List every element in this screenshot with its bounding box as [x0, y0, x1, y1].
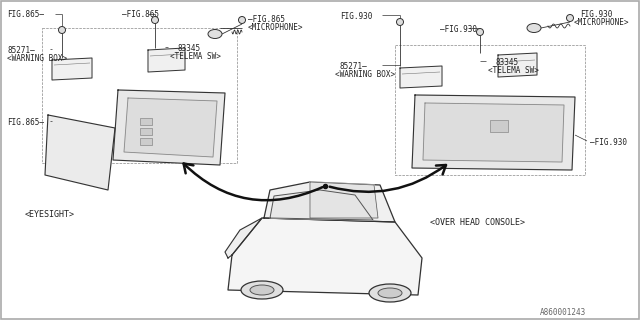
- Bar: [140, 118, 152, 125]
- Polygon shape: [423, 103, 564, 162]
- Ellipse shape: [208, 29, 222, 38]
- Text: FIG.865—: FIG.865—: [7, 118, 44, 127]
- Ellipse shape: [527, 23, 541, 33]
- Polygon shape: [400, 66, 442, 88]
- Circle shape: [397, 19, 403, 26]
- Text: <MICROPHONE>: <MICROPHONE>: [248, 23, 303, 32]
- Circle shape: [152, 17, 159, 23]
- FancyArrowPatch shape: [184, 164, 323, 200]
- Bar: [140, 138, 152, 145]
- Bar: [395, 45, 585, 175]
- Bar: [490, 120, 508, 132]
- Bar: [42, 28, 237, 163]
- Text: A860001243: A860001243: [540, 308, 586, 317]
- Polygon shape: [228, 218, 422, 295]
- Text: <MICROPHONE>: <MICROPHONE>: [574, 18, 630, 27]
- Text: <TELEMA SW>: <TELEMA SW>: [170, 52, 221, 61]
- Text: —FIG.930: —FIG.930: [440, 25, 477, 34]
- Polygon shape: [113, 90, 225, 165]
- Text: —FIG.865: —FIG.865: [122, 10, 159, 19]
- Text: 85271—: 85271—: [7, 46, 35, 55]
- Text: 83345: 83345: [178, 44, 201, 53]
- Circle shape: [477, 28, 483, 36]
- Text: 85271—: 85271—: [340, 62, 368, 71]
- Text: <EYESIGHT>: <EYESIGHT>: [25, 210, 75, 219]
- Text: <OVER HEAD CONSOLE>: <OVER HEAD CONSOLE>: [430, 218, 525, 227]
- Text: FIG.865—: FIG.865—: [7, 10, 44, 19]
- Polygon shape: [270, 190, 373, 220]
- Polygon shape: [148, 48, 185, 72]
- Circle shape: [58, 27, 65, 34]
- Polygon shape: [52, 58, 92, 80]
- Ellipse shape: [378, 288, 402, 298]
- Ellipse shape: [369, 284, 411, 302]
- Ellipse shape: [250, 285, 274, 295]
- Polygon shape: [45, 115, 115, 190]
- Polygon shape: [412, 95, 575, 170]
- Text: <WARNING BOX>: <WARNING BOX>: [7, 54, 67, 63]
- Text: FIG.930: FIG.930: [580, 10, 612, 19]
- Text: <TELEMA SW>: <TELEMA SW>: [488, 66, 539, 75]
- Polygon shape: [498, 53, 537, 77]
- Circle shape: [566, 14, 573, 21]
- Text: —FIG.865: —FIG.865: [248, 15, 285, 24]
- Text: <WARNING BOX>: <WARNING BOX>: [335, 70, 395, 79]
- Polygon shape: [310, 182, 378, 218]
- Ellipse shape: [241, 281, 283, 299]
- Polygon shape: [124, 98, 217, 157]
- Text: 83345: 83345: [495, 58, 518, 67]
- Bar: [140, 128, 152, 135]
- Polygon shape: [264, 182, 395, 222]
- FancyArrowPatch shape: [330, 165, 446, 192]
- Circle shape: [239, 17, 246, 23]
- Text: FIG.930: FIG.930: [340, 12, 372, 21]
- Text: —FIG.930: —FIG.930: [590, 138, 627, 147]
- Polygon shape: [225, 218, 262, 258]
